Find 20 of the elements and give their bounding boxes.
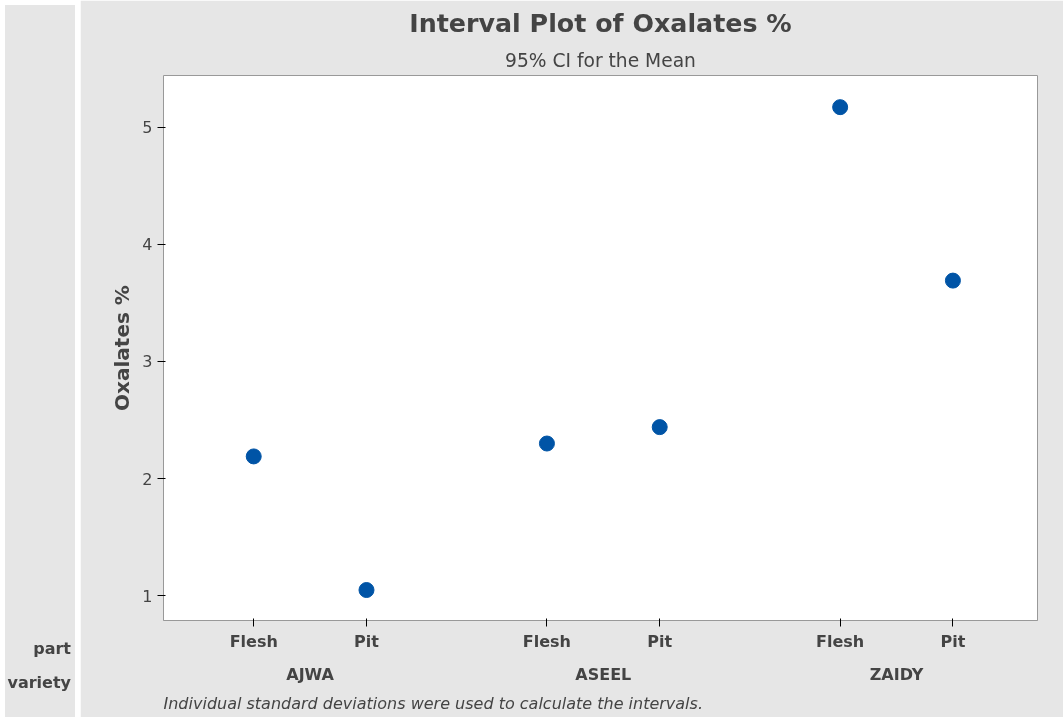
- x-tick-label: Flesh: [522, 631, 572, 651]
- y-tick-label: 3: [142, 352, 153, 372]
- chart-title: Interval Plot of Oxalates %: [409, 7, 792, 38]
- y-tick-label: 1: [142, 586, 153, 606]
- y-tick-label: 4: [142, 235, 153, 255]
- x-tick-label: Pit: [354, 631, 380, 651]
- text: ASEEL: [575, 664, 632, 684]
- y-axis-title: Oxalates %: [110, 285, 135, 411]
- y-tick-label: 5: [142, 118, 153, 138]
- text: ZAIDY: [869, 664, 924, 684]
- x-tick-label: Pit: [647, 631, 673, 651]
- text: AJWA: [286, 664, 335, 684]
- text: part: [33, 638, 71, 660]
- x-tick-label: Pit: [940, 631, 966, 651]
- x-tick-label: Flesh: [229, 631, 278, 651]
- x-tick-label: Flesh: [816, 631, 865, 651]
- y-tick-label: 2: [142, 469, 153, 489]
- text: variety: [7, 672, 71, 694]
- text: Individual standard deviations were used to calculate the intervals.: [163, 693, 703, 713]
- chart-subtitle: 95% CI for the Mean: [505, 49, 696, 71]
